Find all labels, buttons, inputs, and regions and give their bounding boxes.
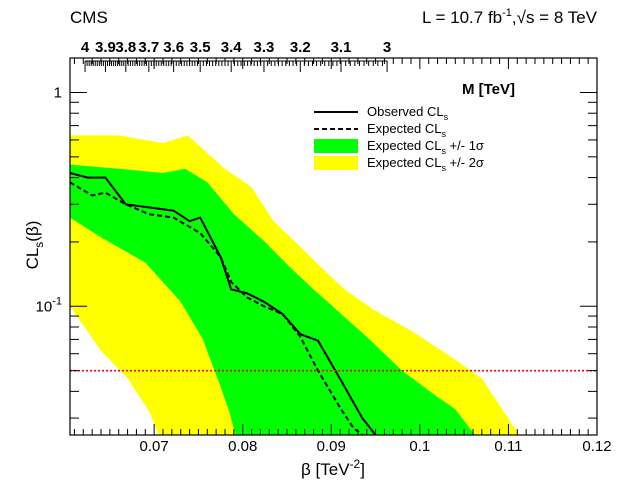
x-tick-label: 0.08 [228,438,257,455]
top-tick-label: 3.3 [254,39,275,56]
luminosity-label: L = 10.7 fb-1,√s = 8 TeV [422,7,598,27]
x-tick-label: 0.11 [494,438,522,455]
top-tick-label: 3.7 [138,39,159,56]
experiment-label: CMS [70,8,108,27]
top-tick-label: 3.5 [190,39,211,56]
top-tick-label: 3.2 [290,39,311,56]
top-tick-label: 3.1 [331,39,352,56]
x-tick-label: 0.07 [140,438,169,455]
top-tick-label: 3.4 [221,39,243,56]
legend-1sigma-swatch [314,139,358,153]
top-tick-label: 3.9 [95,39,116,56]
band-1sigma [70,164,475,435]
x-tick-label: 0.12 [582,438,611,455]
x-tick-label: 0.1 [409,438,430,455]
top-tick-label: 3.8 [115,39,136,56]
legend-label: Expected CLs +/- 1σ [367,138,484,156]
x-axis-label: β [TeV-2] [301,457,365,479]
y-axis-label: CLs(β) [23,221,46,270]
top-tick-label: 3.6 [163,39,184,56]
x-axis: 0.07 0.08 0.09 0.1 0.11 0.12 [73,58,612,455]
y-tick-label: 10-1 [36,295,62,315]
legend-label: Observed CLs [367,104,449,122]
series-lines [70,172,377,435]
plot-frame [69,57,598,436]
x-tick-label: 0.09 [317,438,346,455]
top-axis-title: M [TeV] [462,81,515,98]
observed-line [70,172,377,435]
uncertainty-bands [70,135,520,435]
expected-line [70,181,363,435]
top-tick-label: 3 [383,39,391,56]
y-tick-label: 1 [54,84,62,101]
legend-label: Expected CLs +/- 2σ [367,155,484,173]
top-tick-label: 4 [81,39,90,56]
y-axis: 10-1 1 [36,84,597,419]
legend-label: Expected CLs [367,121,446,139]
top-mass-axis: 4 3.9 3.8 3.7 3.6 3.5 3.4 3.3 3.2 3.1 3 [81,39,391,72]
legend-2sigma-swatch [314,156,358,170]
